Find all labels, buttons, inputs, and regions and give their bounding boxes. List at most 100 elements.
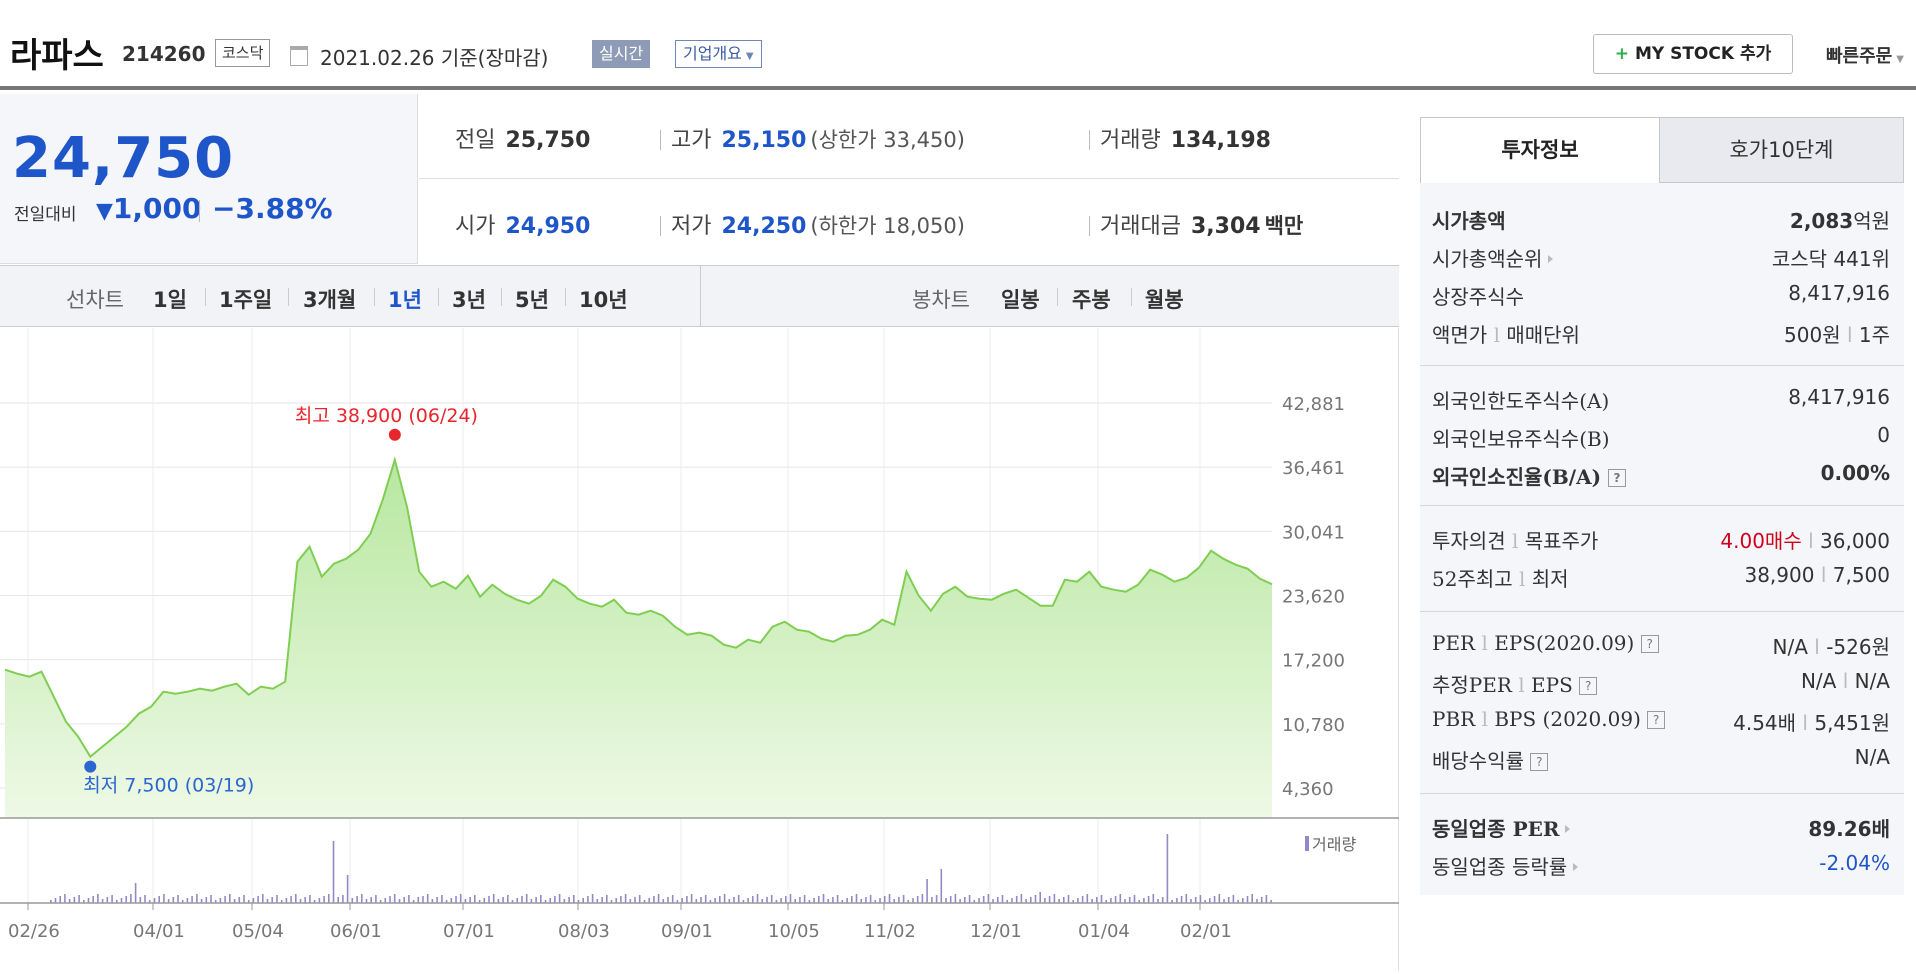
volume-bar (954, 894, 957, 903)
price-area (5, 459, 1272, 818)
down-arrow-icon: ▼ (96, 199, 113, 224)
volume-bar (883, 896, 886, 903)
eps-label: EPS(2020.09) (1494, 631, 1635, 655)
candle-chart-label: 봉차트 (912, 288, 970, 312)
per-value: N/A (1772, 635, 1808, 659)
row-label: 액면가 l 매매단위 (1432, 319, 1580, 348)
price-line (4, 456, 1273, 759)
quick-order-dropdown[interactable]: 빠른주문 ▼ (1826, 42, 1904, 68)
volume-bar (1256, 899, 1258, 903)
volume-bar (351, 898, 354, 903)
help-icon[interactable]: ? (1608, 469, 1627, 487)
x-tick-label: 05/04 (232, 921, 284, 942)
volume-bar (1157, 899, 1159, 903)
volume-bar (568, 897, 570, 903)
volume-bar (1194, 897, 1197, 903)
week52-low-label: 최저 (1531, 567, 1569, 591)
opinion-value: 4.00매수 (1720, 529, 1802, 553)
row-label: 투자의견 l 목표주가 (1432, 525, 1598, 554)
volume-bar (535, 897, 537, 903)
row-value: 2,083억원 (1790, 205, 1890, 234)
separator: l (1802, 711, 1808, 735)
divider (1089, 130, 1090, 150)
company-info-dropdown[interactable]: 기업개요 ▼ (675, 40, 762, 68)
volume-bar (1110, 898, 1112, 903)
volume-bar (365, 899, 368, 903)
tab-investment-info[interactable]: 투자정보 (1420, 117, 1660, 183)
stat-volume: 거래량 134,198 (1089, 122, 1271, 154)
y-tick-label: 30,041 (1282, 522, 1345, 543)
volume-bar (356, 896, 358, 903)
realtime-button[interactable]: 실시간 (592, 40, 651, 68)
volume-bar (747, 898, 749, 903)
industry-per-row[interactable]: 동일업종 PER 89.26배 (1432, 813, 1890, 843)
candle-monthly[interactable]: 월봉 (1145, 288, 1184, 312)
period-3m[interactable]: 3개월 (303, 288, 357, 312)
volume-bar (964, 897, 966, 903)
add-my-stock-button[interactable]: + MY STOCK 추가 (1593, 34, 1793, 74)
volume-bar (968, 895, 971, 903)
divider (374, 288, 375, 306)
market-cap-rank-row[interactable]: 시가총액순위 코스닥 441위 (1432, 243, 1890, 273)
row-value: 0 (1877, 423, 1890, 447)
volume-bar (1124, 899, 1126, 903)
volume-bar (1265, 895, 1268, 903)
volume-bar (1227, 897, 1230, 903)
volume-bar (1091, 899, 1093, 903)
volume-bar (761, 899, 763, 903)
volume-bar (1119, 894, 1122, 903)
volume-bar (177, 895, 179, 903)
volume-bar (653, 896, 655, 903)
volume-bar (921, 894, 924, 903)
divider (660, 130, 661, 150)
volume-bar (573, 895, 575, 903)
volume-bar (1237, 900, 1239, 903)
volume-bar (318, 898, 321, 903)
volume-bar (1128, 897, 1131, 903)
row-label: 배당수익률 ? (1432, 745, 1549, 774)
candle-daily[interactable]: 일봉 (1001, 288, 1040, 312)
volume-bar (813, 898, 815, 903)
volume-bar (601, 897, 603, 903)
period-10y[interactable]: 10년 (579, 288, 628, 312)
candle-weekly[interactable]: 주봉 (1072, 288, 1111, 312)
est-eps-value: N/A (1854, 669, 1890, 693)
market-cap-row: 시가총액 2,083억원 (1432, 205, 1890, 235)
volume-bar (714, 898, 716, 903)
volume-bar (1096, 897, 1098, 903)
volume-bar (125, 896, 127, 903)
stat-value: 134,198 (1170, 128, 1271, 153)
volume-bar (756, 894, 759, 903)
volume-bar (304, 897, 306, 903)
volume-bar (1138, 900, 1140, 903)
volume-bar (120, 898, 123, 903)
volume-bar (78, 895, 80, 903)
company-info-label: 기업개요 (683, 44, 742, 63)
volume-bar (667, 897, 669, 903)
row-label: 52주최고 l 최저 (1432, 563, 1569, 592)
tab-order-book[interactable]: 호가10단계 (1659, 117, 1904, 183)
x-tick-label: 08/03 (558, 921, 610, 942)
volume-bar (370, 897, 372, 903)
est-per-value: N/A (1800, 669, 1837, 693)
period-5y[interactable]: 5년 (515, 288, 549, 312)
volume-bar (695, 899, 698, 903)
volume-bar (780, 898, 782, 903)
period-1w[interactable]: 1주일 (219, 288, 273, 312)
divider (1420, 793, 1904, 794)
period-1y[interactable]: 1년 (388, 288, 422, 312)
industry-rate-row[interactable]: 동일업종 등락률 -2.04% (1432, 851, 1890, 881)
divider (565, 288, 566, 306)
help-icon[interactable]: ? (1640, 635, 1659, 653)
help-icon[interactable]: ? (1530, 753, 1549, 771)
help-icon[interactable]: ? (1579, 677, 1598, 695)
volume-bar (276, 895, 278, 903)
help-icon[interactable]: ? (1647, 711, 1666, 729)
price-change-value: 1,000 (112, 192, 202, 225)
period-3y[interactable]: 3년 (452, 288, 486, 312)
target-label: 목표주가 (1524, 529, 1599, 553)
period-1d[interactable]: 1일 (153, 288, 187, 312)
volume-bar (116, 900, 118, 903)
volume-bar (860, 899, 862, 903)
divider (1057, 288, 1058, 306)
